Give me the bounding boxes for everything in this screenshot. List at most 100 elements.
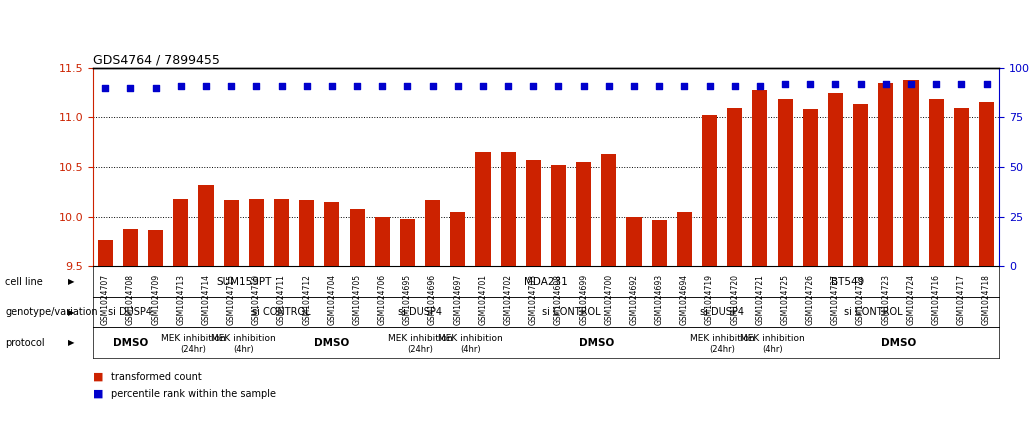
Point [752,82,768,89]
Point [853,80,869,87]
Bar [903,80,919,423]
Text: DMSO: DMSO [314,338,349,348]
Bar [954,108,969,423]
Text: MEK inhibition: MEK inhibition [690,335,755,343]
Point [374,82,390,89]
Point [349,82,366,89]
Text: si CONTROL: si CONTROL [542,307,600,317]
Point [626,82,643,89]
Bar [425,200,440,423]
Text: ▶: ▶ [68,308,74,317]
Point [676,82,692,89]
Text: protocol: protocol [5,338,44,348]
Bar [778,99,793,423]
Point [400,82,416,89]
Text: percentile rank within the sample: percentile rank within the sample [111,389,276,399]
Text: ■: ■ [93,389,103,399]
Point [550,82,566,89]
Bar [299,200,314,423]
Bar [173,199,188,423]
Point [198,82,214,89]
Text: (24hr): (24hr) [407,345,433,354]
Text: si DUSP4: si DUSP4 [398,307,442,317]
Text: si DUSP4: si DUSP4 [108,307,152,317]
Bar [828,93,843,423]
Bar [576,162,591,423]
Bar [602,154,616,423]
Bar [400,219,415,423]
Bar [727,108,743,423]
Bar [123,229,138,423]
Point [449,82,466,89]
Text: MEK inhibition: MEK inhibition [387,335,452,343]
Text: si CONTROL: si CONTROL [844,307,902,317]
Bar [978,102,994,423]
Bar [626,217,642,423]
Bar [375,217,389,423]
Point [802,80,819,87]
Bar [349,209,365,423]
Text: SUM159PT: SUM159PT [216,277,272,287]
Point [953,80,969,87]
Bar [702,115,717,423]
Text: (24hr): (24hr) [180,345,206,354]
Text: cell line: cell line [5,277,43,287]
Bar [274,199,289,423]
Point [123,84,139,91]
Text: (4hr): (4hr) [460,345,481,354]
Bar [450,212,466,423]
Point [97,84,113,91]
Text: ▶: ▶ [68,277,74,286]
Bar [224,200,239,423]
Point [576,82,592,89]
Bar [652,220,666,423]
Text: BT549: BT549 [831,277,864,287]
Point [299,82,315,89]
Point [777,80,793,87]
Text: si CONTROL: si CONTROL [252,307,311,317]
Point [500,82,516,89]
Point [525,82,542,89]
Text: transformed count: transformed count [111,372,202,382]
Text: (24hr): (24hr) [710,345,735,354]
Point [424,82,441,89]
Text: GDS4764 / 7899455: GDS4764 / 7899455 [93,54,219,66]
Point [273,82,289,89]
Point [902,80,919,87]
Point [323,82,340,89]
Bar [249,199,264,423]
Text: MDA231: MDA231 [524,277,568,287]
Text: MEK inhibition: MEK inhibition [161,335,226,343]
Bar [199,185,213,423]
Point [701,82,718,89]
Bar [802,110,818,423]
Text: (4hr): (4hr) [762,345,783,354]
Text: DMSO: DMSO [113,338,148,348]
Text: ▶: ▶ [68,338,74,347]
Point [173,82,190,89]
Point [878,80,894,87]
Point [726,82,743,89]
Text: genotype/variation: genotype/variation [5,307,98,317]
Bar [879,82,893,423]
Bar [551,165,567,423]
Text: MEK inhibition: MEK inhibition [741,335,804,343]
Bar [98,240,113,423]
Text: (4hr): (4hr) [234,345,254,354]
Point [147,84,164,91]
Bar [148,230,163,423]
Point [928,80,945,87]
Point [827,80,844,87]
Point [248,82,265,89]
Point [600,82,617,89]
Point [475,82,491,89]
Bar [501,152,516,423]
Text: si DUSP4: si DUSP4 [700,307,744,317]
Bar [525,160,541,423]
Text: MEK inhibition: MEK inhibition [211,335,276,343]
Text: DMSO: DMSO [881,338,916,348]
Bar [853,104,868,423]
Bar [324,202,340,423]
Bar [929,99,943,423]
Point [978,80,995,87]
